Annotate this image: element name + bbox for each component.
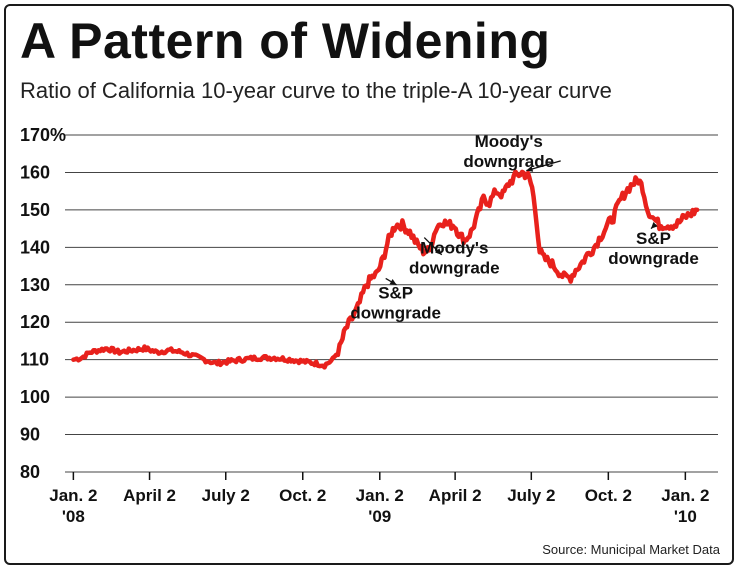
y-tick-label: 130 bbox=[20, 275, 50, 295]
y-tick-label: 160 bbox=[20, 162, 50, 182]
annotation-arrowhead-3 bbox=[651, 222, 658, 229]
annotation-label-3: S&P bbox=[636, 229, 671, 248]
x-tick-label: July 2 bbox=[202, 486, 250, 505]
annotation-label-2: S&P bbox=[378, 283, 413, 302]
y-tick-label: 110 bbox=[20, 350, 49, 370]
annotation-label-0: downgrade bbox=[463, 152, 554, 171]
x-tick-sublabel: '08 bbox=[62, 507, 85, 526]
annotation-label-0: Moody's bbox=[475, 132, 543, 151]
x-tick-label: Jan. 2 bbox=[661, 486, 709, 505]
x-tick-sublabel: '09 bbox=[368, 507, 391, 526]
x-tick-label: Jan. 2 bbox=[356, 486, 404, 505]
x-tick-label: Jan. 2 bbox=[49, 486, 97, 505]
annotation-arrowhead-1 bbox=[435, 248, 442, 255]
x-tick-label: April 2 bbox=[429, 486, 482, 505]
y-tick-label: 150 bbox=[20, 200, 50, 220]
x-tick-label: Oct. 2 bbox=[585, 486, 632, 505]
chart-title: A Pattern of Widening bbox=[20, 13, 551, 69]
annotation-arrowhead-0 bbox=[526, 165, 534, 172]
x-tick-label: July 2 bbox=[507, 486, 555, 505]
y-tick-label: 90 bbox=[20, 425, 40, 445]
x-tick-sublabel: '10 bbox=[674, 507, 697, 526]
x-tick-label: Oct. 2 bbox=[279, 486, 326, 505]
annotation-label-3: downgrade bbox=[608, 249, 699, 268]
y-tick-label: 80 bbox=[20, 462, 40, 482]
annotation-label-1: Moody's bbox=[420, 239, 488, 258]
annotation-label-1: downgrade bbox=[409, 259, 500, 278]
series-line-0 bbox=[71, 169, 700, 370]
y-tick-label: 140 bbox=[20, 237, 50, 257]
y-tick-label: 120 bbox=[20, 312, 50, 332]
y-tick-label: 100 bbox=[20, 387, 50, 407]
x-tick-label: April 2 bbox=[123, 486, 176, 505]
annotation-arrowhead-2 bbox=[389, 278, 397, 285]
chart-subtitle: Ratio of California 10-year curve to the… bbox=[20, 78, 612, 103]
y-tick-label: 170% bbox=[20, 125, 66, 145]
annotation-label-2: downgrade bbox=[350, 303, 441, 322]
source-note: Source: Municipal Market Data bbox=[542, 542, 720, 557]
